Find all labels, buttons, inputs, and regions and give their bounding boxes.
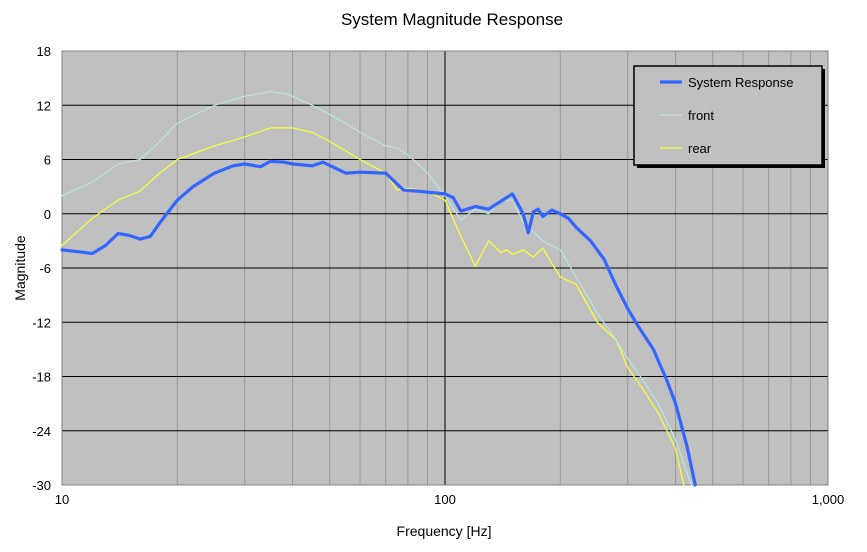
y-tick-label: 12 bbox=[37, 98, 51, 113]
y-tick-label: -6 bbox=[39, 261, 51, 276]
y-tick-label: 0 bbox=[44, 207, 51, 222]
x-tick-label: 10 bbox=[55, 492, 69, 507]
series-layer bbox=[60, 91, 697, 487]
legend: System Response front rear bbox=[633, 65, 825, 168]
series-line-rear bbox=[61, 127, 685, 486]
y-tick-label: 18 bbox=[37, 44, 51, 59]
x-axis-label: Frequency [Hz] bbox=[397, 523, 492, 539]
y-tick-label: -30 bbox=[32, 478, 51, 493]
y-tick-label: -18 bbox=[32, 370, 51, 385]
x-tick-label: 1,000 bbox=[812, 492, 845, 507]
y-tick-label: 6 bbox=[44, 153, 51, 168]
series-line-front bbox=[61, 91, 693, 486]
series-line-system-response bbox=[60, 159, 697, 487]
y-tick-label: -24 bbox=[32, 424, 51, 439]
chart-title: System Magnitude Response bbox=[341, 10, 563, 29]
y-axis-ticks: -30 -24 -18 -12 -6 0 6 12 18 bbox=[32, 44, 51, 493]
x-axis-ticks: 10 100 1,000 bbox=[55, 492, 845, 507]
y-tick-label: -12 bbox=[32, 315, 51, 330]
legend-label: front bbox=[688, 108, 714, 123]
legend-label: rear bbox=[688, 141, 712, 156]
legend-label: System Response bbox=[688, 75, 794, 90]
y-axis-label: Magnitude bbox=[12, 235, 28, 301]
x-tick-label: 100 bbox=[434, 492, 456, 507]
plot-border bbox=[61, 50, 829, 486]
